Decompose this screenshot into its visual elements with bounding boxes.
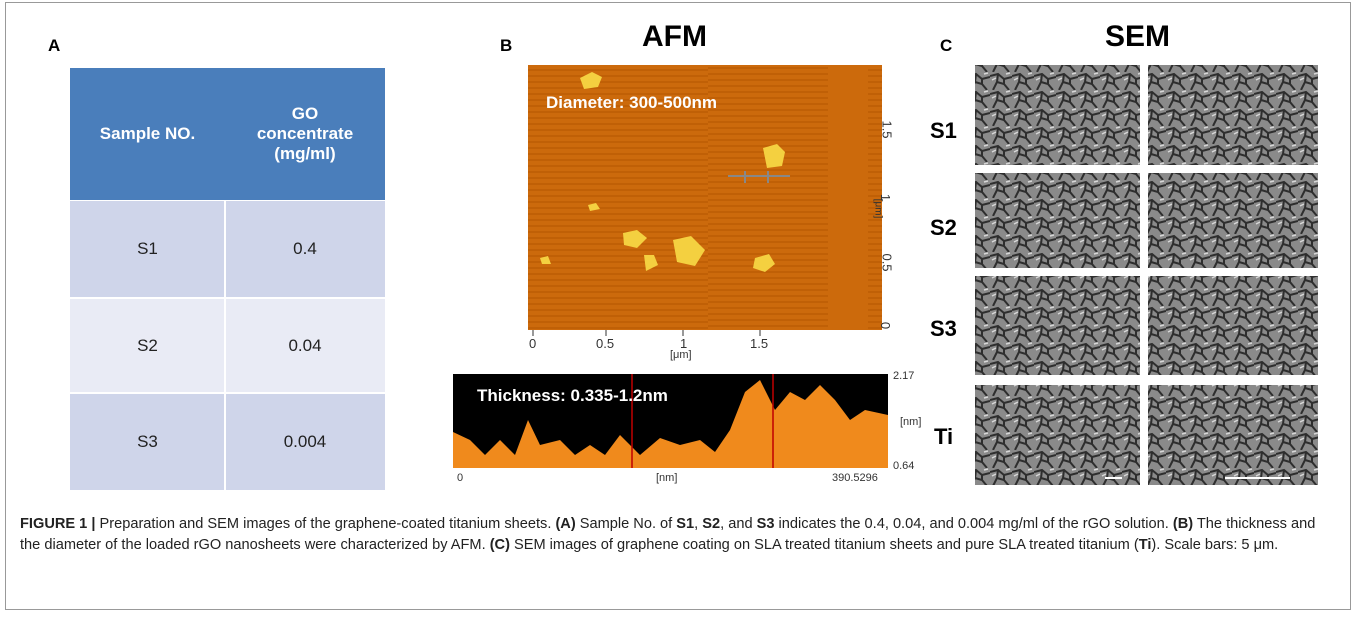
panel-title: AFM [642, 20, 707, 53]
caption-run: S2 [702, 516, 721, 532]
profile-annotation: Thickness: 0.335-1.2nm [477, 386, 668, 405]
afm-ticks [532, 330, 761, 336]
panel-label: C [940, 36, 953, 55]
caption-run: , and [720, 516, 757, 532]
profile-x-left: 0 [457, 472, 464, 484]
caption-run: Sample No. of [575, 516, 677, 532]
afm-marker [728, 171, 790, 183]
row-bg [70, 200, 385, 298]
y-unit: [μm] [872, 198, 884, 219]
profile-area [453, 380, 888, 468]
figure-frame [5, 2, 1351, 610]
caption-run: Preparation and SEM images of the graphe… [95, 516, 556, 532]
table-cell: 0.004 [283, 431, 327, 451]
profile-y-unit: [nm] [900, 416, 922, 428]
table-lines [70, 68, 385, 490]
row-label: S3 [930, 316, 957, 341]
table-header: Sample NO. [70, 68, 225, 200]
table-cell: 0.04 [288, 335, 322, 355]
caption-run: (B) [1172, 516, 1194, 532]
profile-x-unit: [nm] [656, 472, 678, 484]
row-label: S1 [930, 118, 957, 143]
caption-run: S3 [756, 516, 775, 532]
profile-x-right: 390.5296 [832, 472, 878, 484]
table-cell: S3 [137, 431, 158, 451]
caption-run: (C) [489, 537, 510, 553]
afm-flakes [540, 72, 785, 272]
caption-run: FIGURE 1 | [20, 516, 96, 532]
sem-images [975, 65, 1318, 485]
row-label: Ti [934, 424, 954, 449]
caption-run: Ti [1138, 537, 1152, 553]
table-header: GO concentrate (mg/ml) [225, 68, 385, 200]
x-unit: [μm] [670, 349, 692, 361]
caption-run: (A) [555, 516, 576, 532]
caption-run: ). Scale bars: 5 μm. [1151, 537, 1279, 553]
profile-y-top: 2.17 [893, 370, 915, 382]
row-label: S2 [930, 215, 957, 240]
panel-label: A [48, 36, 61, 55]
x-tick-label: 1.5 [750, 336, 769, 351]
x-tick-label: 0 [529, 336, 537, 351]
row-bg [70, 393, 385, 490]
y-tick-label: 0 [878, 321, 894, 330]
caption-run: , [694, 516, 703, 532]
caption-run: SEM images of graphene coating on SLA tr… [509, 537, 1139, 553]
panel-label: B [500, 36, 513, 55]
panel-title: SEM [1105, 20, 1171, 53]
afm-image [528, 65, 882, 330]
y-tick-label: 0.5 [879, 253, 895, 272]
y-tick-label: 1.5 [879, 120, 895, 139]
row-bg [70, 298, 385, 393]
table-cell: S1 [137, 239, 158, 258]
caption-run: S1 [676, 516, 695, 532]
caption-run: The thickness and the diameter of the lo… [20, 516, 1316, 553]
profile-y-bottom: 0.64 [893, 460, 915, 472]
profile-cursors [631, 374, 774, 468]
x-tick-label: 1 [680, 336, 688, 351]
table-cell: 0.4 [293, 239, 317, 258]
x-tick-label: 0.5 [596, 336, 615, 351]
caption-run: indicates the 0.4, 0.04, and 0.004 mg/ml… [774, 516, 1173, 532]
afm-annotation: Diameter: 300-500nm [546, 93, 718, 112]
caption: FIGURE 1 | Preparation and SEM images of… [20, 514, 1338, 556]
table-cell: S2 [137, 335, 158, 355]
